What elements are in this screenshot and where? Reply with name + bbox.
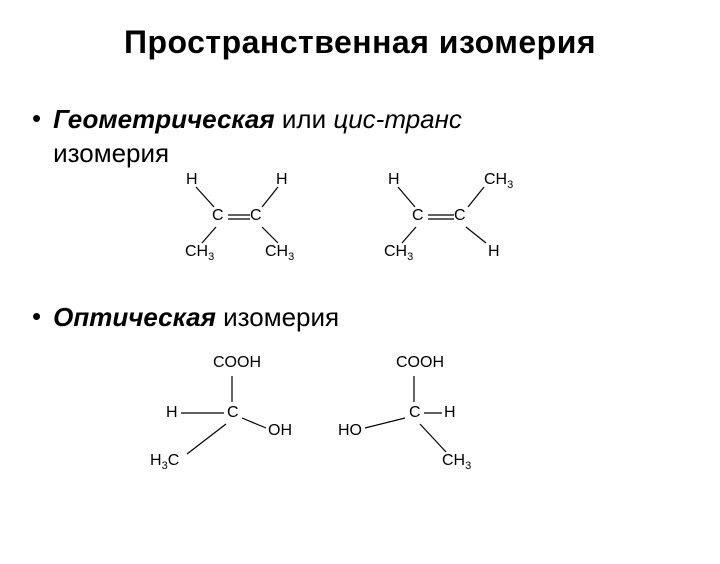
- cis-H2: H: [276, 171, 288, 189]
- optL-H: H: [166, 404, 178, 422]
- opt-bold: Оптическая: [53, 302, 216, 332]
- trans-CH3-bot: CH3: [384, 243, 413, 263]
- trans-C2: C: [454, 207, 466, 225]
- geo-tail: изомерия: [53, 138, 169, 168]
- optR-HO: HO: [338, 422, 362, 440]
- bullet-optical: • Оптическая изомерия: [32, 301, 720, 335]
- optL-C: C: [227, 404, 239, 422]
- cistrans-diagram: H H C C CH3 CH3 H CH3 C C CH3 H: [0, 171, 720, 281]
- opt-tail: изомерия: [216, 302, 339, 332]
- optL-H3C: H3C: [150, 452, 179, 472]
- bullet-marker-2: •: [32, 301, 41, 332]
- bullet-marker: •: [32, 103, 41, 134]
- trans-C1: C: [412, 207, 424, 225]
- optR-COOH: COOH: [396, 354, 444, 372]
- trans-H1: H: [388, 171, 400, 189]
- geo-cistrans: цис-транс: [333, 104, 462, 134]
- bullet-geo-text: Геометрическая или цис-транс изомерия: [53, 103, 462, 171]
- cis-CH3-1: CH3: [185, 243, 214, 263]
- cis-H1: H: [186, 171, 198, 189]
- optR-CH3: CH3: [442, 452, 471, 472]
- geo-bold: Геометрическая: [53, 104, 275, 134]
- geo-or: или: [275, 104, 334, 134]
- optL-COOH: COOH: [213, 354, 261, 372]
- cis-CH3-2: CH3: [265, 243, 294, 263]
- optR-H: H: [444, 404, 456, 422]
- cis-C1: C: [212, 207, 224, 225]
- optL-OH: OH: [268, 422, 292, 440]
- optical-diagram: COOH H C OH H3C COOH HO C H CH3: [0, 346, 720, 501]
- cistrans-bonds: [0, 171, 720, 281]
- cis-C2: C: [250, 207, 262, 225]
- bullet-geometric: • Геометрическая или цис-транс изомерия: [32, 103, 720, 171]
- bullet-opt-text: Оптическая изомерия: [53, 301, 339, 335]
- page-title: Пространственная изомерия: [0, 24, 720, 61]
- trans-CH3-top: CH3: [484, 171, 513, 191]
- trans-H2: H: [488, 243, 500, 261]
- optR-C: C: [409, 404, 421, 422]
